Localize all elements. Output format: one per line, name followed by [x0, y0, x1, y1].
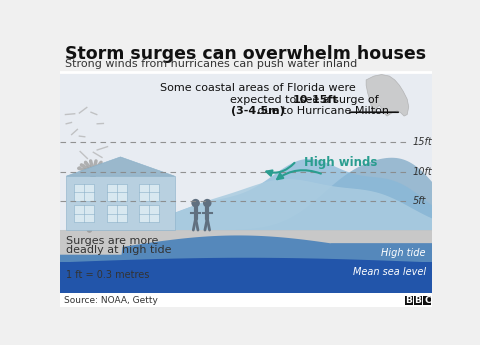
Bar — [60, 41, 432, 72]
Polygon shape — [60, 158, 432, 230]
Text: High winds: High winds — [304, 156, 377, 169]
Polygon shape — [60, 159, 432, 230]
Bar — [414, 296, 422, 305]
Bar — [60, 72, 432, 293]
Bar — [107, 184, 127, 201]
Text: 1 ft = 0.3 metres: 1 ft = 0.3 metres — [66, 270, 150, 280]
Bar — [74, 205, 94, 222]
Bar — [405, 296, 413, 305]
Text: Mean sea level: Mean sea level — [353, 267, 426, 277]
Text: (3-4.5m): (3-4.5m) — [230, 106, 284, 116]
Polygon shape — [60, 179, 432, 230]
Text: Surges are more: Surges are more — [66, 236, 158, 246]
Text: 10ft: 10ft — [413, 167, 432, 177]
Polygon shape — [366, 75, 409, 116]
Bar — [66, 176, 175, 230]
Circle shape — [192, 199, 200, 207]
FancyArrowPatch shape — [266, 163, 295, 176]
Bar — [139, 184, 159, 201]
Polygon shape — [66, 157, 175, 176]
Text: 5ft: 5ft — [413, 196, 426, 206]
Bar — [60, 293, 432, 307]
Text: B: B — [405, 296, 412, 305]
Text: High tide: High tide — [381, 248, 426, 258]
Bar — [60, 230, 432, 293]
Circle shape — [203, 199, 212, 207]
Polygon shape — [60, 235, 432, 293]
Polygon shape — [60, 258, 432, 293]
Text: expected to see a surge of: expected to see a surge of — [230, 95, 383, 105]
Text: 10-15ft: 10-15ft — [292, 95, 338, 105]
Bar — [107, 205, 127, 222]
Text: Source: NOAA, Getty: Source: NOAA, Getty — [64, 296, 158, 305]
Text: C: C — [424, 296, 431, 305]
Text: deadly at high tide: deadly at high tide — [66, 245, 172, 255]
Bar — [139, 205, 159, 222]
Text: B: B — [415, 296, 421, 305]
Text: Storm surges can overwhelm houses: Storm surges can overwhelm houses — [65, 45, 426, 63]
Bar — [423, 296, 431, 305]
Text: Strong winds from hurricanes can push water inland: Strong winds from hurricanes can push wa… — [65, 59, 357, 69]
FancyArrowPatch shape — [277, 170, 321, 179]
Polygon shape — [60, 263, 432, 293]
Text: 15ft: 15ft — [413, 137, 432, 147]
Text: due to Hurricane Milton: due to Hurricane Milton — [254, 106, 389, 116]
Bar — [74, 184, 94, 201]
Text: Some coastal areas of Florida were: Some coastal areas of Florida were — [160, 83, 356, 93]
